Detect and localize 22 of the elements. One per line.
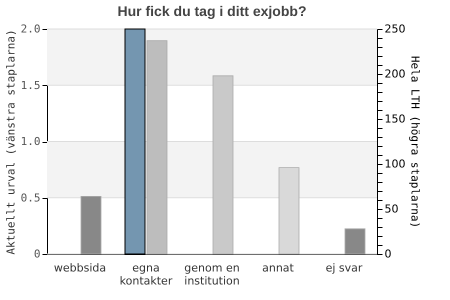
y-tick-label: 1.5 [20, 78, 40, 92]
x-tick-label: webbsida [54, 262, 106, 274]
bar [344, 228, 366, 254]
y2-tick-label: 200 [384, 68, 406, 80]
x-tick-label: ej svar [326, 262, 363, 274]
y-tick-label: 0 [34, 248, 40, 260]
bar [80, 196, 102, 254]
x-tick-label: genom en institution [184, 262, 240, 288]
x-tick-label: annat [262, 262, 295, 274]
y-tick-label: 1.0 [20, 135, 40, 148]
chart-title: Hur fick du tag i ditt exjobb? [118, 3, 306, 19]
y2-tick-label: 250 [384, 22, 406, 36]
y2-axis-title: Hela LTH (högra staplarna) [408, 56, 422, 228]
y-tick-label: 2.0 [20, 22, 40, 36]
y2-tick-label: 100 [384, 158, 406, 170]
bar [212, 75, 234, 254]
x-tick-label: egna kontakter [120, 262, 173, 288]
y2-tick-label: 50 [384, 202, 398, 216]
y2-tick-label: 150 [384, 112, 406, 126]
y-axis-title: Aktuellt urval (vänstra staplarna) [4, 29, 18, 255]
y2-tick-label: 0 [384, 248, 392, 260]
y-tick-label: 0.5 [20, 191, 40, 204]
